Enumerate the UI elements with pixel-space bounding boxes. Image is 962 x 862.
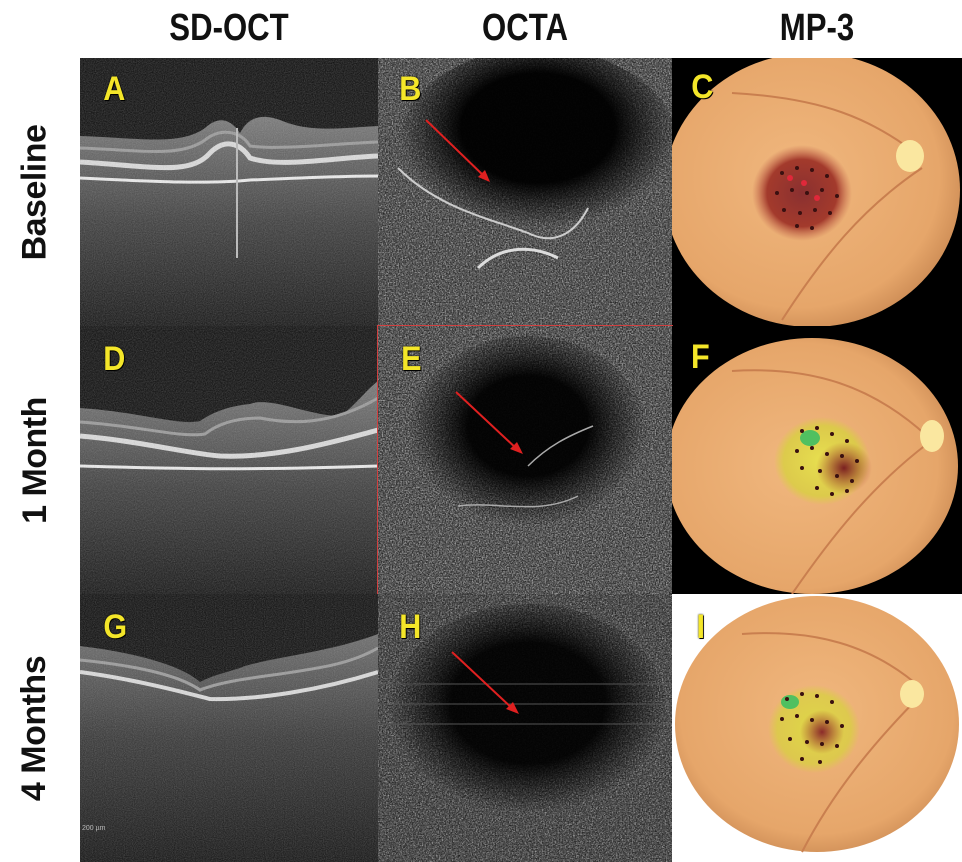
panel-d-oct-1-month: D [80, 326, 378, 594]
panel-label-b: B [399, 70, 422, 108]
row-label-4-months: 4 Months [0, 594, 70, 862]
column-header-sd-oct: SD-OCT [169, 7, 289, 49]
panel-label-d: D [103, 340, 126, 378]
panel-label-e: E [401, 340, 422, 378]
row-label-1-month: 1 Month [0, 326, 70, 594]
panel-c-mp3-baseline: C [672, 58, 962, 326]
oct-scan-image [80, 326, 378, 594]
row-label-baseline-text: Baseline [15, 124, 54, 260]
fundus-image [672, 326, 962, 594]
column-header-mp3: MP-3 [779, 7, 855, 49]
panel-b-octa-baseline: B [378, 58, 672, 326]
panel-label-i: I [696, 608, 705, 646]
panel-h-octa-4-months: H [378, 594, 672, 862]
panel-label-f: F [691, 338, 710, 376]
panel-label-h: H [399, 608, 422, 646]
panel-f-mp3-1-month: F [672, 326, 962, 594]
panel-i-mp3-4-months: I [672, 594, 962, 862]
oct-scan-image [80, 58, 378, 326]
panel-e-octa-1-month: E [377, 325, 673, 595]
scale-bar-label: 200 µm [82, 825, 106, 832]
panel-g-oct-4-months: G 200 µm [80, 594, 378, 862]
panel-label-g: G [103, 608, 128, 646]
panel-label-a: A [103, 70, 126, 108]
panel-a-oct-baseline: A [80, 58, 378, 326]
row-label-4-months-text: 4 Months [15, 655, 54, 801]
octa-angiogram-image [378, 58, 672, 326]
oct-scan-image [80, 594, 378, 862]
octa-angiogram-image [378, 326, 672, 594]
panel-label-c: C [691, 68, 714, 106]
row-label-1-month-text: 1 Month [15, 396, 54, 524]
fundus-image [672, 594, 962, 862]
fundus-image [672, 58, 962, 326]
column-header-octa: OCTA [482, 7, 568, 49]
row-label-baseline: Baseline [0, 58, 70, 326]
octa-angiogram-image [378, 594, 672, 862]
